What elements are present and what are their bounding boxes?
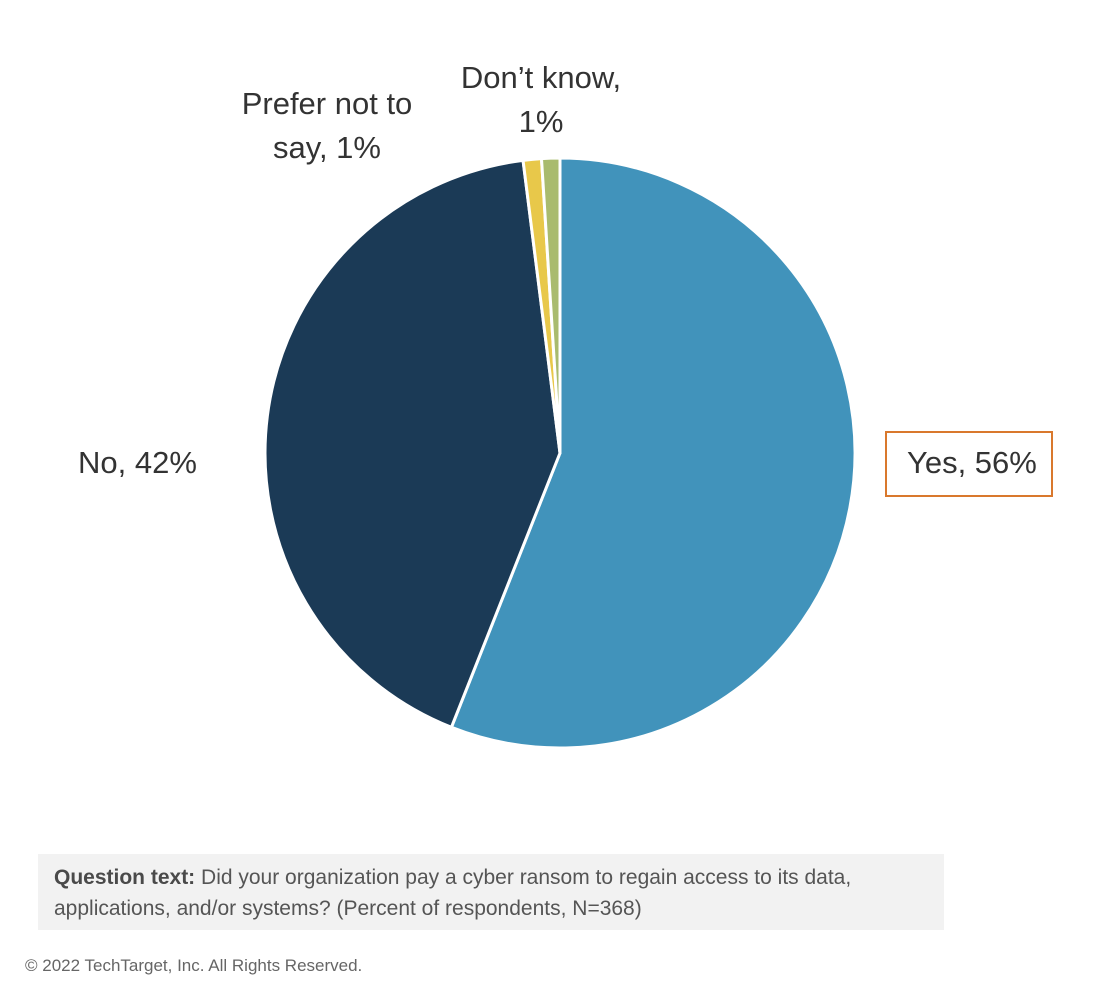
copyright: © 2022 TechTarget, Inc. All Rights Reser… (25, 956, 363, 975)
question-text-box: Question text: Did your organization pay… (38, 854, 944, 930)
label-dont-know: Don’t know, 1% (452, 56, 630, 144)
label-prefer-not-to-say-line1: Prefer not to (241, 86, 413, 121)
label-dont-know-line2: 1% (518, 104, 564, 139)
label-yes: Yes, 56% (885, 431, 1053, 497)
pie-slice-don-t-know (539, 156, 562, 455)
label-prefer-not-to-say: Prefer not to say, 1% (236, 82, 418, 170)
pie-slice-no (263, 158, 562, 729)
pie-slice-yes (449, 156, 857, 750)
label-prefer-not-to-say-line2: say, 1% (273, 130, 381, 165)
question-text-label: Question text: (54, 866, 196, 889)
label-no: No, 42% (78, 445, 197, 480)
label-dont-know-line1: Don’t know, (460, 60, 622, 95)
question-text: Did your organization pay a cyber ransom… (54, 866, 852, 920)
